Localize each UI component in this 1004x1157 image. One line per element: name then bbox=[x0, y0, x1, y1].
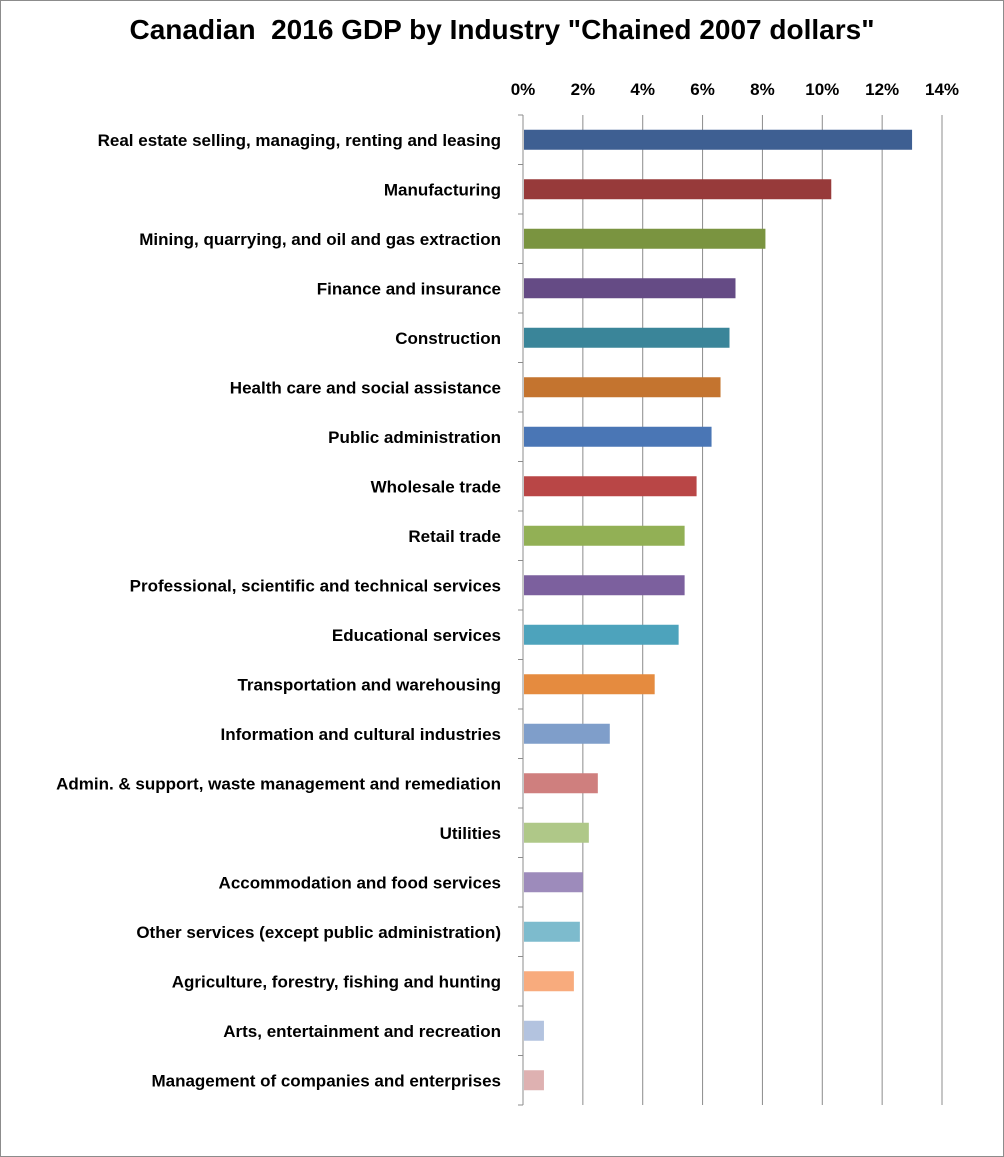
bar bbox=[524, 228, 766, 249]
category-label: Mining, quarrying, and oil and gas extra… bbox=[139, 230, 501, 249]
category-label: Agriculture, forestry, fishing and hunti… bbox=[172, 972, 501, 991]
bar bbox=[524, 971, 574, 992]
x-tick-label: 2% bbox=[571, 80, 596, 99]
bar bbox=[524, 822, 589, 843]
x-tick-label: 14% bbox=[925, 80, 959, 99]
bar bbox=[524, 525, 685, 546]
bar bbox=[524, 476, 697, 497]
bar bbox=[524, 129, 913, 150]
bar bbox=[524, 921, 580, 942]
bar bbox=[524, 327, 730, 348]
x-tick-label: 0% bbox=[511, 80, 536, 99]
bar bbox=[524, 575, 685, 596]
category-label: Accommodation and food services bbox=[219, 873, 501, 892]
x-tick-label: 12% bbox=[865, 80, 899, 99]
category-label: Wholesale trade bbox=[371, 477, 501, 496]
x-tick-label: 10% bbox=[805, 80, 839, 99]
bar bbox=[524, 624, 679, 645]
bar bbox=[524, 1020, 544, 1041]
category-label: Educational services bbox=[332, 626, 501, 645]
category-label: Professional, scientific and technical s… bbox=[130, 576, 501, 595]
category-label: Utilities bbox=[440, 824, 501, 843]
bar bbox=[524, 872, 583, 893]
category-label: Transportation and warehousing bbox=[237, 675, 501, 694]
category-label: Manufacturing bbox=[384, 180, 501, 199]
bar bbox=[524, 179, 832, 200]
category-label: Management of companies and enterprises bbox=[151, 1071, 501, 1090]
category-label: Admin. & support, waste management and r… bbox=[56, 774, 501, 793]
category-label: Other services (except public administra… bbox=[136, 923, 501, 942]
bar bbox=[524, 723, 610, 744]
category-label: Health care and social assistance bbox=[230, 378, 501, 397]
x-tick-label: 6% bbox=[690, 80, 715, 99]
x-tick-label: 4% bbox=[630, 80, 655, 99]
category-label: Information and cultural industries bbox=[220, 725, 501, 744]
bar bbox=[524, 674, 655, 695]
bar bbox=[524, 278, 736, 299]
bar bbox=[524, 1070, 544, 1091]
chart-title: Canadian 2016 GDP by Industry "Chained 2… bbox=[129, 14, 875, 45]
category-label: Construction bbox=[395, 329, 501, 348]
category-label: Real estate selling, managing, renting a… bbox=[98, 131, 501, 150]
category-label: Public administration bbox=[328, 428, 501, 447]
bar bbox=[524, 426, 712, 447]
category-label: Arts, entertainment and recreation bbox=[223, 1022, 501, 1041]
x-tick-label: 8% bbox=[750, 80, 775, 99]
category-label: Finance and insurance bbox=[317, 279, 501, 298]
category-label: Retail trade bbox=[408, 527, 501, 546]
bar bbox=[524, 377, 721, 398]
bar bbox=[524, 773, 598, 794]
